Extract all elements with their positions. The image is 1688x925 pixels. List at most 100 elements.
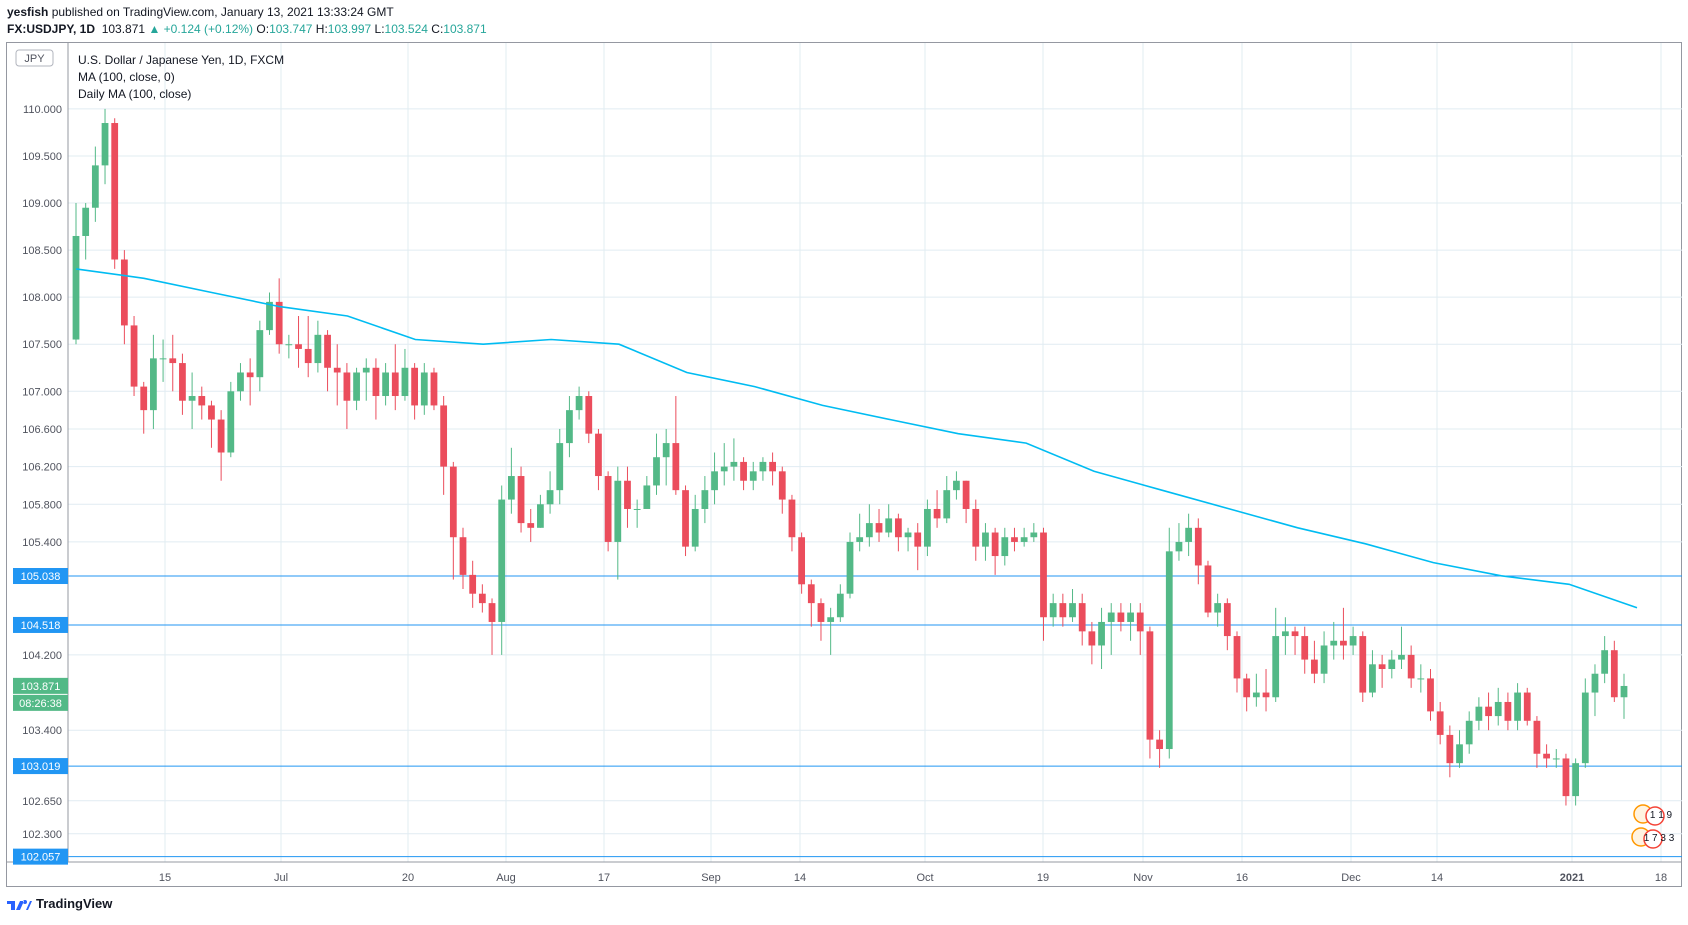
candle-body bbox=[1543, 753, 1550, 759]
economic-event-badge[interactable]: 1 1 9 bbox=[1633, 804, 1673, 826]
candle-body bbox=[556, 443, 564, 491]
candle-body bbox=[836, 593, 844, 618]
candle-body bbox=[227, 391, 235, 453]
candle-up bbox=[1030, 523, 1038, 542]
x-tick-label: 2021 bbox=[1560, 872, 1584, 884]
candle-down bbox=[875, 508, 883, 542]
candle-down bbox=[208, 400, 215, 448]
candle-down bbox=[1427, 669, 1434, 721]
candle-body bbox=[1340, 640, 1347, 646]
candle-down bbox=[304, 316, 312, 378]
candle-body bbox=[120, 259, 128, 326]
candle-body bbox=[527, 523, 535, 528]
candle-down bbox=[1311, 640, 1318, 684]
candle-down bbox=[1117, 603, 1125, 632]
candle-up bbox=[1165, 527, 1173, 759]
candle-down bbox=[778, 466, 786, 514]
candle-body bbox=[1088, 631, 1096, 646]
candle-body bbox=[953, 480, 960, 491]
candle-body bbox=[575, 396, 583, 411]
candle-down bbox=[817, 598, 825, 641]
close-label: C: bbox=[431, 22, 444, 36]
candle-up bbox=[1175, 523, 1183, 561]
candle-body bbox=[256, 330, 264, 378]
candle-up bbox=[759, 457, 767, 481]
candle-body bbox=[643, 485, 651, 509]
candle-body bbox=[1291, 631, 1299, 637]
candle-up bbox=[865, 504, 873, 547]
candle-down bbox=[740, 457, 747, 491]
candle-body bbox=[1049, 603, 1057, 618]
candle-body bbox=[730, 461, 738, 467]
candle-up bbox=[711, 452, 718, 505]
candle-up bbox=[1214, 593, 1222, 627]
candle-down bbox=[1011, 527, 1018, 552]
level-price-tag bbox=[13, 568, 68, 585]
candle-up bbox=[1514, 683, 1521, 731]
countdown-tag bbox=[13, 694, 68, 711]
candle-down bbox=[1243, 673, 1251, 712]
candle-down bbox=[1610, 640, 1618, 702]
candle-body bbox=[150, 358, 157, 411]
candle-down bbox=[120, 250, 128, 345]
candle-down bbox=[798, 532, 806, 594]
candle-up bbox=[1127, 603, 1134, 641]
low-value: 103.524 bbox=[384, 22, 428, 36]
candle-down bbox=[1543, 744, 1550, 768]
candle-body bbox=[449, 466, 457, 538]
author-name[interactable]: yesfish bbox=[7, 5, 49, 19]
candle-body bbox=[1552, 758, 1560, 760]
candle-up bbox=[691, 494, 699, 552]
event-circle-icon bbox=[1645, 806, 1665, 826]
candle-up bbox=[227, 381, 235, 458]
candle-body bbox=[1388, 659, 1396, 670]
candle-body bbox=[1011, 537, 1018, 542]
candle-body bbox=[140, 386, 148, 411]
economic-event-badge[interactable]: 1 7 3 3 bbox=[1631, 827, 1675, 849]
candle-down bbox=[933, 490, 941, 528]
tradingview-logo[interactable]: TradingView bbox=[6, 896, 112, 911]
candle-up bbox=[943, 476, 951, 524]
candle-body bbox=[875, 523, 883, 533]
candle-body bbox=[208, 405, 215, 420]
candle-body bbox=[111, 123, 119, 260]
candle-body bbox=[169, 358, 177, 364]
y-tick-label: 109.000 bbox=[22, 198, 62, 210]
open-value: 103.747 bbox=[269, 22, 313, 36]
candle-body bbox=[1572, 763, 1580, 797]
candle-up bbox=[1475, 697, 1483, 731]
candle-up bbox=[1107, 603, 1115, 655]
candle-up bbox=[924, 499, 931, 557]
candle-body bbox=[827, 617, 835, 622]
x-tick-label: 20 bbox=[402, 872, 414, 884]
candle-up bbox=[72, 203, 80, 345]
candle-up bbox=[953, 471, 960, 500]
candle-body bbox=[91, 165, 99, 208]
candle-down bbox=[391, 344, 399, 411]
candle-up bbox=[633, 499, 641, 528]
candle-body bbox=[401, 367, 409, 397]
candle-body bbox=[1330, 640, 1338, 646]
candle-up bbox=[188, 372, 196, 429]
candle-down bbox=[585, 391, 593, 444]
candle-body bbox=[604, 476, 612, 542]
y-tick-label: 107.500 bbox=[22, 339, 62, 351]
candle-down bbox=[1523, 687, 1531, 726]
candle-body bbox=[459, 537, 467, 575]
candle-up bbox=[720, 443, 728, 486]
candle-body bbox=[498, 499, 506, 622]
y-tick-label: 103.400 bbox=[22, 725, 62, 737]
currency-label: JPY bbox=[24, 53, 45, 65]
tradingview-brand: TradingView bbox=[36, 896, 113, 911]
candle-body bbox=[807, 584, 815, 604]
candle-down bbox=[478, 584, 486, 613]
candle-body bbox=[324, 334, 331, 368]
candle-up bbox=[1388, 650, 1396, 679]
x-tick-label: 15 bbox=[159, 872, 171, 884]
candle-up bbox=[575, 386, 583, 420]
candle-down bbox=[1291, 626, 1299, 655]
candle-body bbox=[1069, 603, 1076, 618]
candle-up bbox=[1252, 673, 1260, 707]
candle-body bbox=[653, 457, 660, 486]
